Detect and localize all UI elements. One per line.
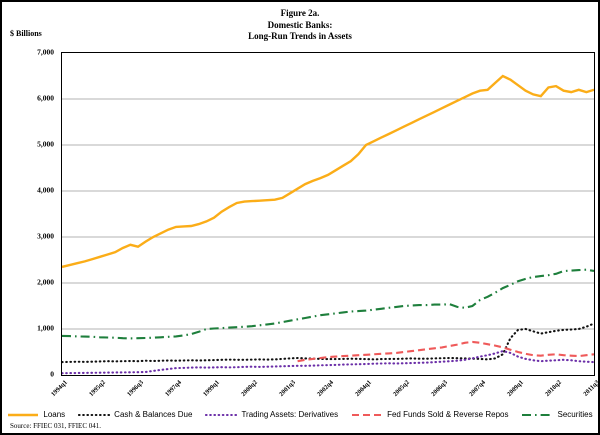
y-tick-label-6000: 6,000 bbox=[37, 93, 54, 103]
legend-swatch-cash-balances-due bbox=[78, 413, 111, 416]
series-line-fed-funds-sold-reverse-repos bbox=[297, 340, 594, 363]
legend-swatch-securities bbox=[522, 413, 553, 416]
y-tick-label-0: 0 bbox=[50, 369, 54, 379]
chart-legend: Loans Cash & Balances Due Trading Assets: … bbox=[2, 410, 598, 419]
chart-title-line-1: Figure 2a. bbox=[280, 8, 320, 18]
legend-item-loans: Loans bbox=[7, 410, 65, 419]
x-tick-label-2009q1: 2009q1 bbox=[505, 379, 525, 399]
legend-swatch-fed-funds-sold-reverse-repos bbox=[352, 413, 383, 416]
x-tick-label-2004q1: 2004q1 bbox=[353, 379, 373, 399]
legend-swatch-loans bbox=[8, 413, 39, 416]
plot-area bbox=[61, 52, 595, 376]
source-note: Source: FFIEC 031, FFIEC 041. bbox=[10, 422, 102, 430]
x-tick-label-2005q2: 2005q2 bbox=[391, 379, 411, 399]
x-tick-label-2006q3: 2006q3 bbox=[429, 379, 449, 399]
legend-label-loans: Loans bbox=[43, 410, 66, 419]
legend-swatch-trading-assets-derivatives bbox=[205, 413, 238, 416]
legend-label-trading-assets-derivatives: Trading Assets: Derivatives bbox=[241, 410, 339, 419]
legend-label-cash-balances-due: Cash & Balances Due bbox=[114, 410, 193, 419]
y-tick-label-3000: 3,000 bbox=[37, 231, 54, 241]
x-tick-label-2011q3: 2011q3 bbox=[582, 379, 600, 398]
y-tick-label-2000: 2,000 bbox=[37, 277, 54, 287]
chart-title: Figure 2a. Domestic Banks: Long-Run Tren… bbox=[2, 8, 598, 43]
legend-item-securities: Securities bbox=[521, 410, 593, 419]
y-tick-label-5000: 5,000 bbox=[37, 139, 54, 149]
x-tick-label-1994q1: 1994q1 bbox=[49, 379, 69, 399]
legend-label-fed-funds-sold-reverse-repos: Fed Funds Sold & Reverse Repos bbox=[387, 410, 509, 419]
x-tick-label-1997q4: 1997q4 bbox=[163, 379, 183, 399]
x-tick-label-2000q2: 2000q2 bbox=[239, 379, 259, 399]
y-axis-unit-label: $ Billions bbox=[10, 29, 42, 38]
chart-title-line-2: Domestic Banks: bbox=[267, 19, 333, 30]
chart-title-line-3: Long-Run Trends in Assets bbox=[248, 31, 352, 42]
y-tick-label-1000: 1,000 bbox=[37, 323, 54, 333]
legend-item-fed-funds-sold-reverse-repos: Fed Funds Sold & Reverse Repos bbox=[351, 410, 508, 419]
legend-label-securities: Securities bbox=[557, 410, 593, 419]
x-tick-label-1996q3: 1996q3 bbox=[125, 379, 145, 399]
series-plot-svg bbox=[62, 74, 594, 375]
legend-item-cash-balances-due: Cash & Balances Due bbox=[78, 410, 192, 419]
series-line-trading-assets-derivatives bbox=[62, 350, 594, 375]
x-tick-label-1995q2: 1995q2 bbox=[87, 379, 107, 399]
y-tick-label-7000: 7,000 bbox=[37, 47, 54, 57]
legend-item-trading-assets-derivatives: Trading Assets: Derivatives bbox=[205, 410, 338, 419]
x-tick-label-2001q3: 2001q3 bbox=[277, 379, 297, 399]
y-tick-label-4000: 4,000 bbox=[37, 185, 54, 195]
series-line-securities bbox=[62, 268, 594, 340]
x-tick-label-1999q1: 1999q1 bbox=[201, 379, 221, 399]
series-line-cash-balances-due bbox=[62, 322, 594, 364]
series-line-loans bbox=[62, 74, 594, 269]
x-tick-label-2010q2: 2010q2 bbox=[543, 379, 563, 399]
x-tick-label-2002q4: 2002q4 bbox=[315, 379, 335, 399]
x-tick-label-2007q4: 2007q4 bbox=[467, 379, 487, 399]
